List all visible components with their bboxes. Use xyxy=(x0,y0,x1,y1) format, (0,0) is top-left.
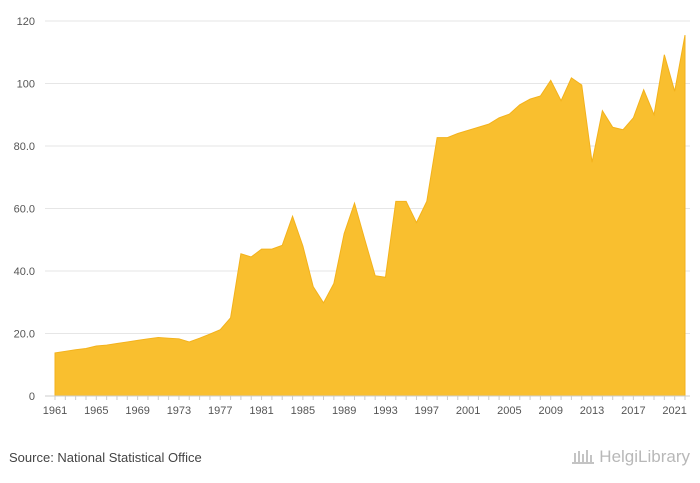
x-tick-labels: 1961 1965 1969 1973 1977 1981 1985 1989 1993 1997… xyxy=(43,396,687,417)
source-note: Source: National Statistical Office xyxy=(9,450,202,465)
brand-name: HelgiLibrary xyxy=(599,447,690,466)
x-tick-label: 1969 xyxy=(125,405,149,417)
library-icon xyxy=(572,450,595,464)
x-tick-label: 1985 xyxy=(291,405,315,417)
y-tick-label: 100 xyxy=(17,79,35,91)
x-tick-label: 1973 xyxy=(167,405,191,417)
x-tick-label: 1993 xyxy=(373,405,397,417)
x-tick-label: 1981 xyxy=(249,405,273,417)
x-tick-label: 2001 xyxy=(456,405,480,417)
x-tick-label: 1989 xyxy=(332,405,356,417)
brand-logo[interactable]: HelgiLibrary xyxy=(571,447,690,467)
y-tick-labels: 0 20.0 40.0 60.0 80.0 100 120 xyxy=(14,16,35,403)
y-tick-label: 0 xyxy=(29,391,35,403)
x-tick-label: 1965 xyxy=(84,405,108,417)
y-tick-label: 40.0 xyxy=(14,266,35,278)
x-tick-label: 2021 xyxy=(662,405,686,417)
y-tick-label: 20.0 xyxy=(14,329,35,341)
area-fill xyxy=(54,34,686,397)
area-chart: 0 20.0 40.0 60.0 80.0 100 120 1961 1965 1969 1973… xyxy=(14,16,690,417)
x-tick-label: 2017 xyxy=(621,405,645,417)
y-tick-label: 80.0 xyxy=(14,141,35,153)
x-tick-label: 2009 xyxy=(538,405,562,417)
x-tick-label: 1977 xyxy=(208,405,232,417)
x-tick-label: 2013 xyxy=(580,405,604,417)
x-tick-label: 2005 xyxy=(497,405,521,417)
x-tick-label: 1997 xyxy=(415,405,439,417)
area-series xyxy=(54,34,686,397)
y-tick-label: 60.0 xyxy=(14,204,35,216)
x-tick-label: 1961 xyxy=(43,405,67,417)
y-tick-label: 120 xyxy=(17,16,35,28)
